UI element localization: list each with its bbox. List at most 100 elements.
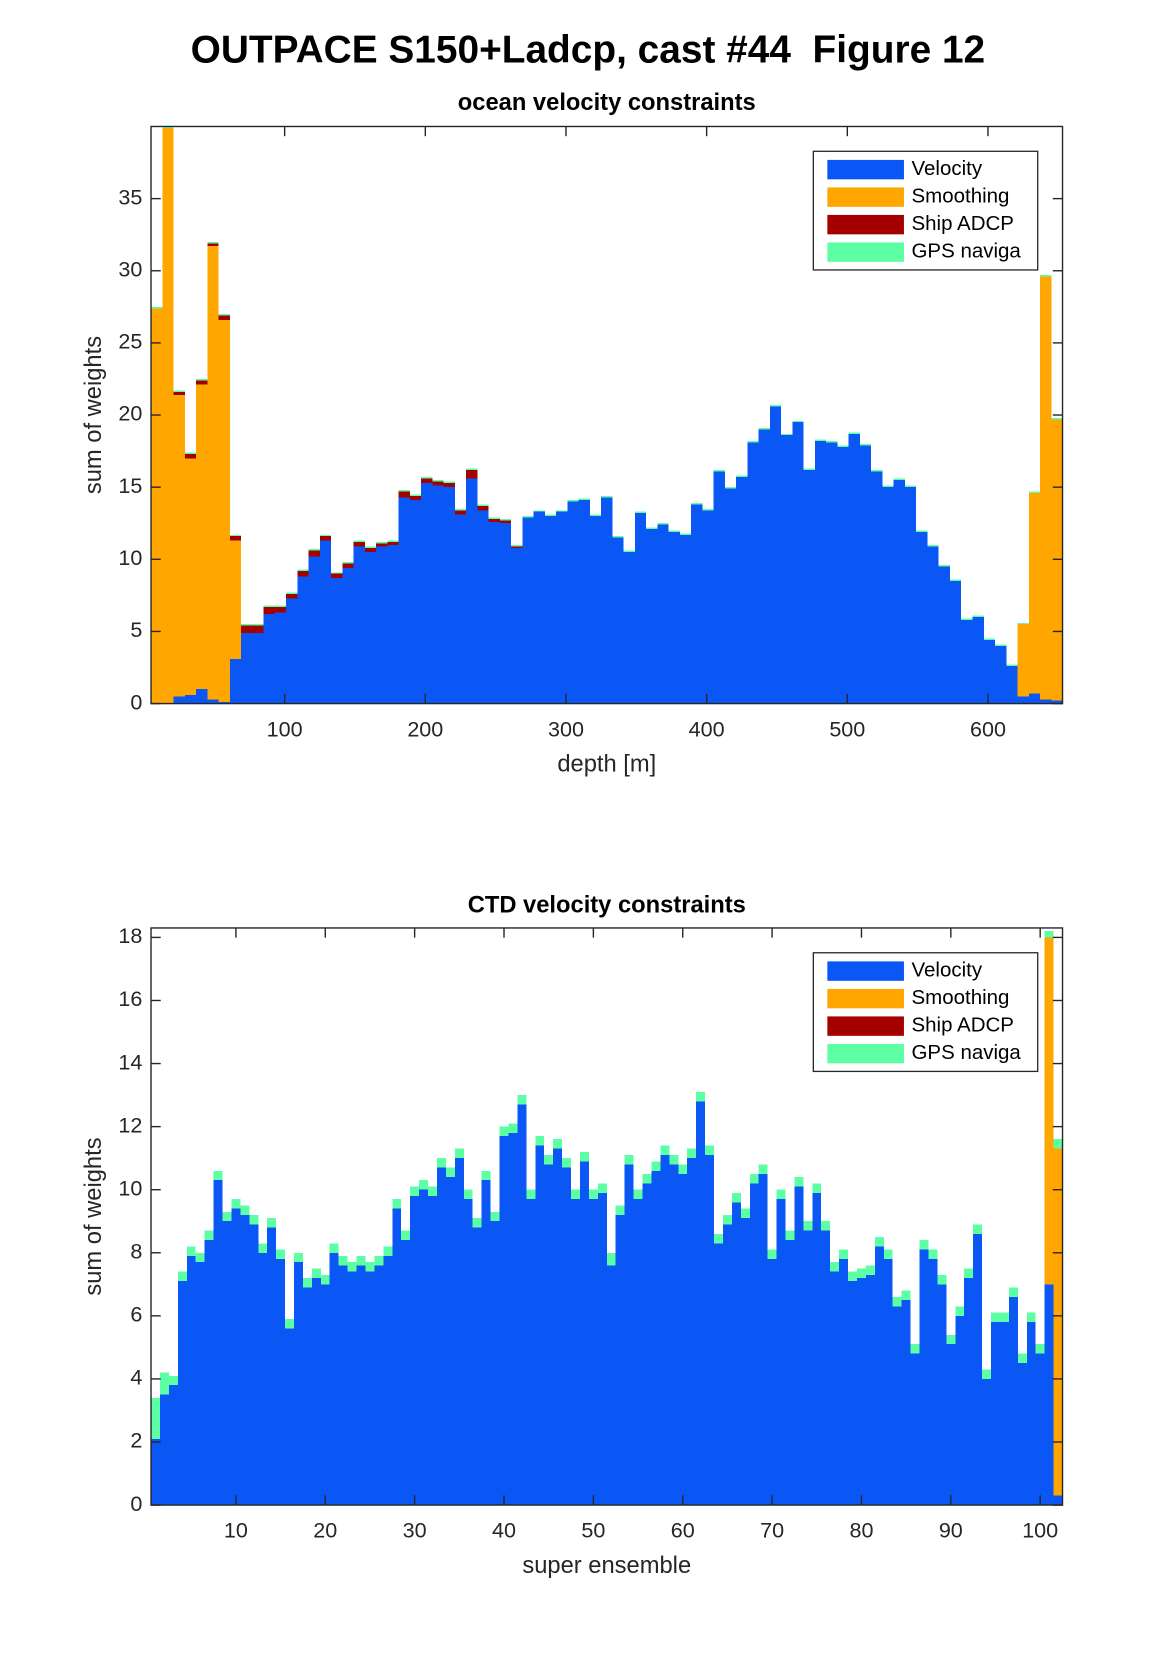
- bar-segment: [946, 1344, 956, 1506]
- y-tick-label: 10: [118, 1175, 142, 1200]
- bar-segment: [724, 488, 737, 704]
- bars: [151, 931, 1063, 1506]
- bar-segment: [186, 1255, 196, 1506]
- axes-title: CTD velocity constraints: [468, 893, 746, 919]
- legend-label: GPS naviga: [912, 240, 1022, 263]
- bar-segment: [364, 552, 377, 704]
- legend-swatch: [827, 242, 904, 262]
- bar-segment: [848, 433, 860, 704]
- bar-segment: [983, 638, 996, 641]
- bar-segment: [428, 1186, 437, 1197]
- bar-segment: [331, 572, 343, 574]
- bar-segment: [588, 1189, 598, 1200]
- bar-segment: [308, 550, 320, 557]
- bar-segment: [758, 1164, 768, 1174]
- bar-segment: [567, 501, 579, 704]
- bar-segment: [196, 378, 208, 381]
- bar-segment: [623, 550, 635, 553]
- bar-segment: [331, 573, 343, 579]
- bar-segment: [365, 1262, 375, 1272]
- bar-segment: [837, 445, 849, 447]
- bar-segment: [218, 315, 230, 320]
- bar-segment: [293, 1252, 303, 1263]
- bar-segment: [1008, 1296, 1018, 1506]
- bar-segment: [342, 562, 354, 564]
- bar-segment: [222, 1221, 232, 1506]
- bar-segment: [195, 1262, 205, 1506]
- bar-segment: [252, 632, 264, 704]
- bar-segment: [517, 1104, 527, 1506]
- bar-segment: [821, 1221, 831, 1231]
- bar-segment: [173, 394, 185, 697]
- y-tick-label: 14: [118, 1049, 142, 1074]
- y-tick-label: 16: [118, 986, 142, 1011]
- bar-segment: [668, 531, 680, 704]
- bar-segment: [736, 477, 748, 704]
- bar-segment: [973, 1233, 983, 1506]
- bar-segment: [387, 540, 399, 542]
- bar-segment: [463, 1189, 473, 1200]
- bar-segment: [297, 569, 309, 571]
- bar-segment: [398, 491, 410, 498]
- x-tick-label: 100: [1022, 1518, 1058, 1543]
- bar-segment: [320, 1274, 330, 1285]
- bar-segment: [731, 1202, 741, 1506]
- bar-segment: [499, 523, 512, 704]
- bar-segment: [338, 1265, 348, 1506]
- bar-segment: [177, 1281, 187, 1506]
- bar-segment: [1040, 699, 1052, 704]
- bar-segment: [973, 1224, 983, 1234]
- bar-segment: [522, 517, 534, 704]
- bar-segment: [669, 1155, 679, 1165]
- bar-segment: [749, 1183, 759, 1506]
- bar-segment: [792, 420, 804, 423]
- bar-segment: [252, 625, 264, 633]
- bar-segment: [319, 534, 332, 537]
- bar-segment: [928, 1249, 938, 1260]
- bar-segment: [660, 1155, 670, 1506]
- bar-segment: [392, 1199, 402, 1209]
- x-tick-label: 400: [689, 716, 725, 741]
- bar-segment: [428, 1196, 437, 1506]
- bar-segment: [533, 511, 545, 704]
- bar-segment: [1040, 275, 1052, 277]
- bar-segment: [767, 1249, 777, 1260]
- bar-segment: [374, 1255, 384, 1266]
- bar-segment: [691, 504, 703, 704]
- bar-segment: [311, 1268, 321, 1279]
- bar-segment: [983, 640, 996, 704]
- bar-segment: [883, 1259, 893, 1506]
- bar-segment: [383, 1246, 393, 1256]
- bar-segment: [949, 579, 962, 581]
- bar-segment: [553, 1139, 563, 1149]
- bar-segment: [1051, 417, 1063, 420]
- bar-segment: [999, 1322, 1009, 1506]
- bar-segment: [687, 1158, 697, 1506]
- bar-segment: [814, 440, 827, 704]
- bar-segment: [781, 435, 793, 704]
- figure-title: OUTPACE S150+Ladcp, cast #44 Figure 12: [191, 28, 985, 71]
- bar-segment: [421, 477, 433, 479]
- bar-segment: [589, 516, 602, 704]
- bar-segment: [714, 1233, 723, 1244]
- bar-segment: [826, 440, 838, 443]
- bar-segment: [776, 1199, 786, 1506]
- bar-segment: [910, 1344, 920, 1354]
- bar-segment: [919, 1249, 929, 1506]
- bar-segment: [1006, 666, 1018, 704]
- bar-segment: [387, 541, 399, 545]
- x-tick-label: 50: [581, 1518, 605, 1543]
- bar-segment: [364, 546, 377, 548]
- bar-segment: [892, 1296, 902, 1307]
- bar-segment: [533, 510, 545, 512]
- bar-segment: [776, 1189, 786, 1200]
- bar-segment: [364, 547, 377, 553]
- bar-segment: [409, 495, 422, 501]
- bar-segment: [571, 1189, 580, 1200]
- bar-segment: [651, 1170, 661, 1506]
- legend-swatch: [827, 1016, 904, 1036]
- bar-segment: [229, 658, 242, 704]
- bar-segment: [231, 1199, 241, 1209]
- legend-label: Velocity: [912, 157, 983, 180]
- bar-segment: [991, 1312, 1000, 1323]
